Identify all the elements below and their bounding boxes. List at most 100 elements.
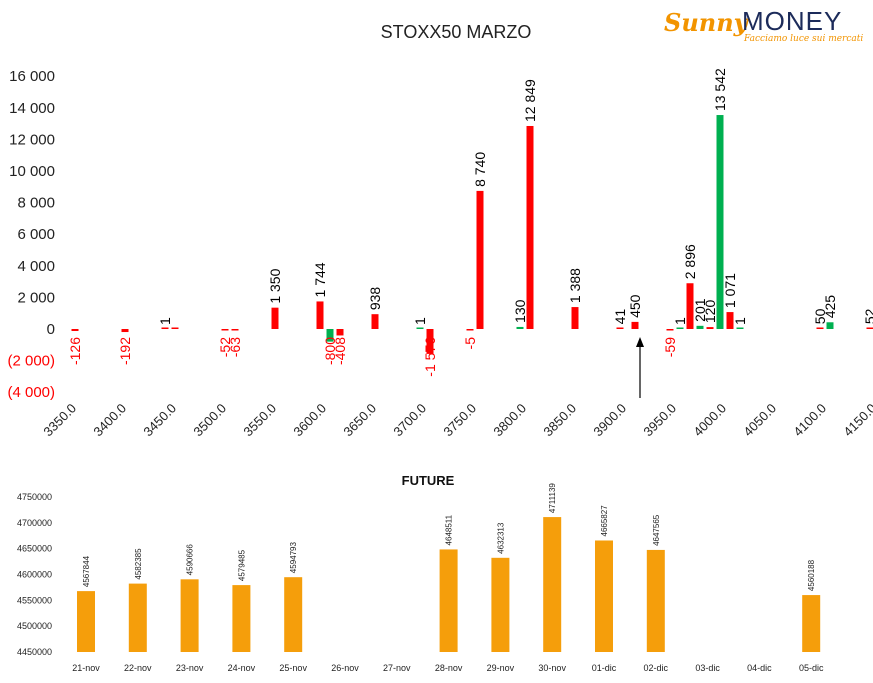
logo-sunny-text: Sunny — [664, 8, 748, 37]
future-bar — [284, 577, 303, 652]
future-bar — [802, 595, 821, 652]
future-bar-label: 4567844 — [82, 555, 91, 587]
x-tick-label: 3800.0 — [490, 401, 529, 440]
future-bar — [232, 585, 251, 652]
bar-data-label: 201 — [692, 298, 708, 322]
future-y-tick-label: 4500000 — [17, 621, 52, 631]
bar — [516, 326, 524, 329]
y-tick-label: (2 000) — [7, 353, 55, 370]
bar-data-label: -408 — [332, 337, 348, 365]
logo-money-text: MONEY — [742, 6, 843, 36]
future-bar — [491, 557, 510, 652]
x-tick-label: 3650.0 — [340, 401, 379, 440]
bar-data-label: 1 — [732, 317, 748, 325]
future-bar — [180, 579, 199, 652]
bar — [121, 329, 129, 333]
bar-data-label: -59 — [662, 337, 678, 357]
bar-data-label: 1 071 — [722, 273, 738, 308]
future-y-tick-label: 4650000 — [17, 544, 52, 554]
future-x-tick-label: 25-nov — [279, 663, 307, 673]
x-tick-label: 3400.0 — [90, 401, 129, 440]
bar — [666, 329, 674, 331]
bar — [271, 307, 279, 329]
future-bar-label: 4632313 — [496, 522, 505, 554]
future-bar — [128, 583, 147, 652]
bar-data-label: 425 — [822, 295, 838, 319]
future-bar-label: 4582385 — [134, 548, 143, 580]
y-tick-label: 10 000 — [9, 163, 55, 180]
future-y-tick-label: 4550000 — [17, 595, 52, 605]
future-x-tick-label: 29-nov — [487, 663, 515, 673]
future-x-tick-label: 23-nov — [176, 663, 204, 673]
bar — [736, 327, 744, 329]
bar-data-label: 12 849 — [522, 79, 538, 122]
bar — [371, 314, 379, 329]
bar-data-label: 1 — [672, 317, 688, 325]
future-bar — [595, 540, 613, 652]
future-x-tick-label: 01-dic — [592, 663, 617, 673]
bar — [231, 329, 239, 331]
bar — [326, 329, 334, 342]
bar-data-label: 120 — [702, 300, 718, 324]
x-tick-label: 3850.0 — [540, 401, 579, 440]
bar-data-label: 52 — [862, 308, 873, 324]
bar-data-label: 2 896 — [682, 244, 698, 279]
x-tick-label: 3900.0 — [590, 401, 629, 440]
bar-data-label: -800 — [322, 337, 338, 365]
bar — [706, 327, 714, 329]
y-tick-label: 2 000 — [17, 289, 55, 306]
bar — [161, 327, 169, 329]
bar-data-label: 50 — [812, 308, 828, 324]
x-tick-label: 3500.0 — [190, 401, 229, 440]
y-tick-label: 6 000 — [17, 226, 55, 243]
future-bar — [77, 591, 95, 652]
future-y-tick-label: 4700000 — [17, 518, 52, 528]
bar — [826, 322, 834, 329]
bar-data-label: 8 740 — [472, 152, 488, 187]
bar — [686, 283, 694, 329]
future-y-tick-label: 4600000 — [17, 570, 52, 580]
future-bar — [439, 549, 458, 652]
bar — [716, 115, 724, 329]
bar-data-label: 938 — [367, 287, 383, 311]
bar-data-label: 1 350 — [267, 268, 283, 303]
future-bar-label: 4579485 — [237, 549, 246, 581]
bar — [466, 329, 474, 331]
future-bar — [543, 517, 562, 652]
bar-data-label: 13 542 — [712, 68, 728, 111]
stoxx50-options-chart: STOXX50 MARZO (4 000) (2 000) 0 2 000 4 000 6 … — [7, 22, 873, 440]
bar — [171, 327, 179, 329]
future-x-tick-label: 02-dic — [644, 663, 669, 673]
spot-arrow-head — [636, 337, 644, 347]
bar — [631, 321, 639, 329]
bar — [426, 329, 434, 354]
bar-data-label: 1 — [412, 317, 428, 325]
x-tick-label: 3950.0 — [640, 401, 679, 440]
future-y-tick-label: 4450000 — [17, 647, 52, 657]
bar — [416, 327, 424, 329]
bar-data-label: 130 — [512, 299, 528, 323]
future-bar-label: 4648511 — [445, 514, 454, 545]
future-bar — [646, 549, 665, 652]
future-bar-label: 4711139 — [548, 483, 557, 514]
bar — [726, 312, 734, 329]
bar-data-label: 1 388 — [567, 268, 583, 303]
y-tick-label: 8 000 — [17, 195, 55, 212]
x-tick-label: 3350.0 — [40, 401, 79, 440]
bar-data-label: 450 — [627, 294, 643, 318]
bar — [476, 190, 484, 329]
future-bar-label: 4665827 — [600, 505, 609, 537]
bar — [221, 329, 229, 331]
future-x-tick-label: 22-nov — [124, 663, 152, 673]
x-tick-label: 3450.0 — [140, 401, 179, 440]
logo-tagline: Facciamo luce sui mercati — [744, 34, 864, 44]
bar — [816, 327, 824, 329]
x-tick-label: 3600.0 — [290, 401, 329, 440]
bar-data-label: -52 — [217, 337, 233, 357]
bar — [696, 325, 704, 329]
bar-data-label: -1 576 — [422, 337, 438, 377]
bar — [616, 327, 624, 329]
future-bar-label: 4594793 — [289, 541, 298, 573]
x-tick-label: 4100.0 — [790, 401, 829, 440]
x-tick-label: 4000.0 — [690, 401, 729, 440]
